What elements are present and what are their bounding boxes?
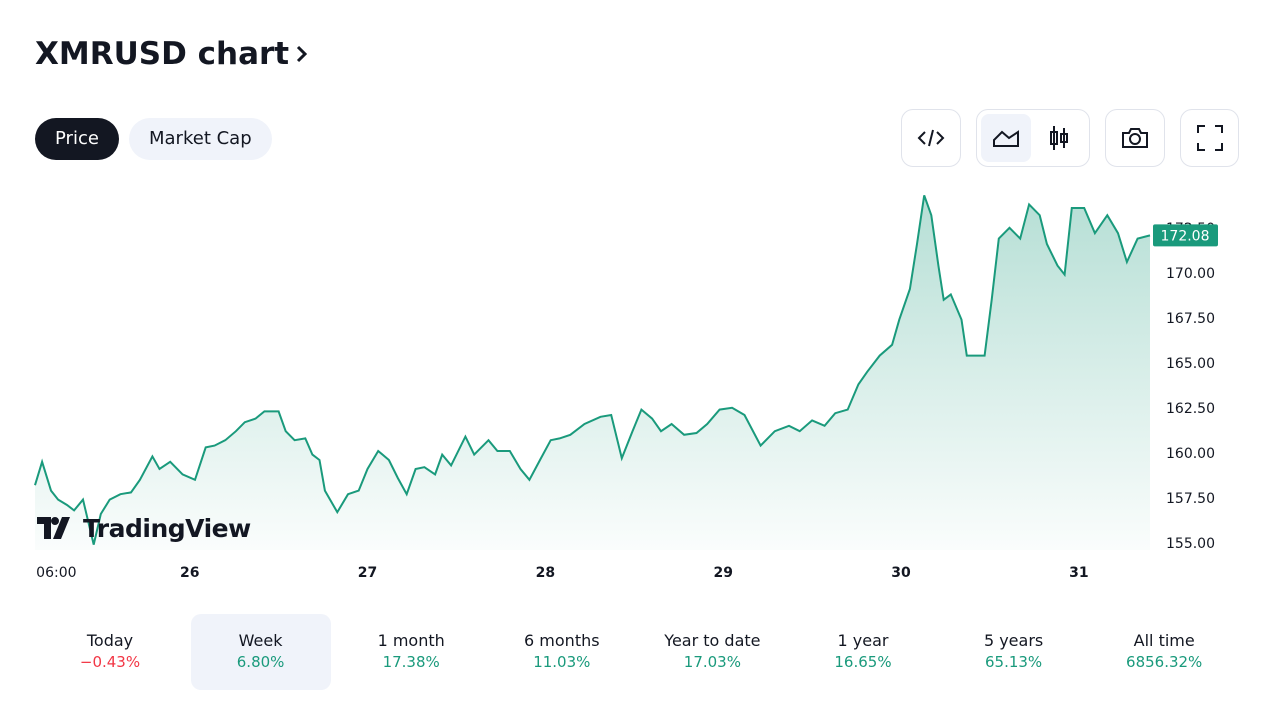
tab[interactable]: Price (35, 118, 119, 160)
y-tick-label: 160.00 (1166, 446, 1215, 462)
price-badge-label: 172.08 (1161, 228, 1210, 244)
y-tick-label: 157.50 (1166, 491, 1215, 507)
title[interactable]: XMRUSD chart (35, 36, 309, 72)
period-button[interactable]: Week 6.80% (190, 614, 331, 690)
fullscreen-icon (1196, 125, 1223, 151)
period-label: Today (86, 631, 134, 650)
x-tick-label: 26 (180, 565, 199, 581)
area-fill (35, 195, 1150, 550)
period-button[interactable]: 1 month 17.38% (341, 614, 481, 690)
chevron-icon (297, 45, 308, 63)
fullscreen-button[interactable] (1180, 109, 1239, 167)
period-change: 6.80% (236, 653, 285, 671)
period-button[interactable]: Today −0.43% (40, 614, 180, 690)
watermark-logo: TradingView (37, 514, 252, 543)
period-change: 16.65% (834, 653, 892, 671)
period-change: 11.03% (533, 653, 591, 671)
price-line (34, 195, 1151, 545)
period-button[interactable]: Year to date 17.03% (642, 614, 782, 690)
period-label: 1 year (837, 631, 889, 650)
period-button[interactable]: 6 months 11.03% (492, 614, 632, 690)
x-tick-label: 31 (1069, 565, 1088, 581)
period-label: 6 months (524, 631, 600, 650)
x-tick-label: 28 (536, 565, 555, 581)
period-change: 65.13% (984, 653, 1043, 671)
y-tick-label: 155.00 (1166, 536, 1215, 552)
watermark-text: TradingView (83, 514, 251, 543)
period-change: 17.38% (382, 653, 440, 671)
embed-button[interactable] (901, 109, 961, 167)
x-tick-label: 06:00 (36, 565, 76, 581)
embed-icon (917, 129, 945, 147)
x-tick-label: 29 (713, 565, 732, 581)
area-icon (993, 130, 1019, 147)
period-label: 1 month (377, 631, 445, 650)
candle-button[interactable] (1031, 124, 1087, 152)
y-tick-label: 170.00 (1166, 266, 1215, 282)
camera-icon (1122, 128, 1148, 148)
tab[interactable]: Market Cap (129, 118, 272, 160)
y-tick-label: 167.50 (1166, 311, 1215, 327)
candle-icon (1050, 126, 1068, 150)
period-label: All time (1133, 631, 1195, 650)
period-button[interactable]: 1 year 16.65% (793, 614, 933, 690)
period-change: 6856.32% (1126, 653, 1203, 671)
y-tick-label: 165.00 (1166, 356, 1215, 372)
chart: 155.00 157.50 160.00 162.50 165.00 167.50 170.… (34, 195, 1218, 581)
area-button[interactable] (981, 114, 1031, 162)
chart-type-group (976, 109, 1090, 167)
y-tick-label: 162.50 (1166, 401, 1215, 417)
logo-mark (37, 517, 70, 539)
snapshot-button[interactable] (1105, 109, 1165, 167)
title-text[interactable]: XMRUSD chart (35, 36, 290, 72)
x-tick-label: 27 (358, 565, 377, 581)
period-button[interactable]: All time 6856.32% (1094, 614, 1234, 690)
x-tick-label: 30 (891, 565, 911, 581)
price-badge (1153, 224, 1218, 247)
period-label: Year to date (664, 631, 761, 650)
period-change: −0.43% (79, 653, 141, 671)
period-label: 5 years (983, 631, 1044, 650)
period-change: 17.03% (683, 653, 741, 671)
period-label: Week (238, 631, 283, 650)
period-button[interactable]: 5 years 65.13% (944, 614, 1084, 690)
